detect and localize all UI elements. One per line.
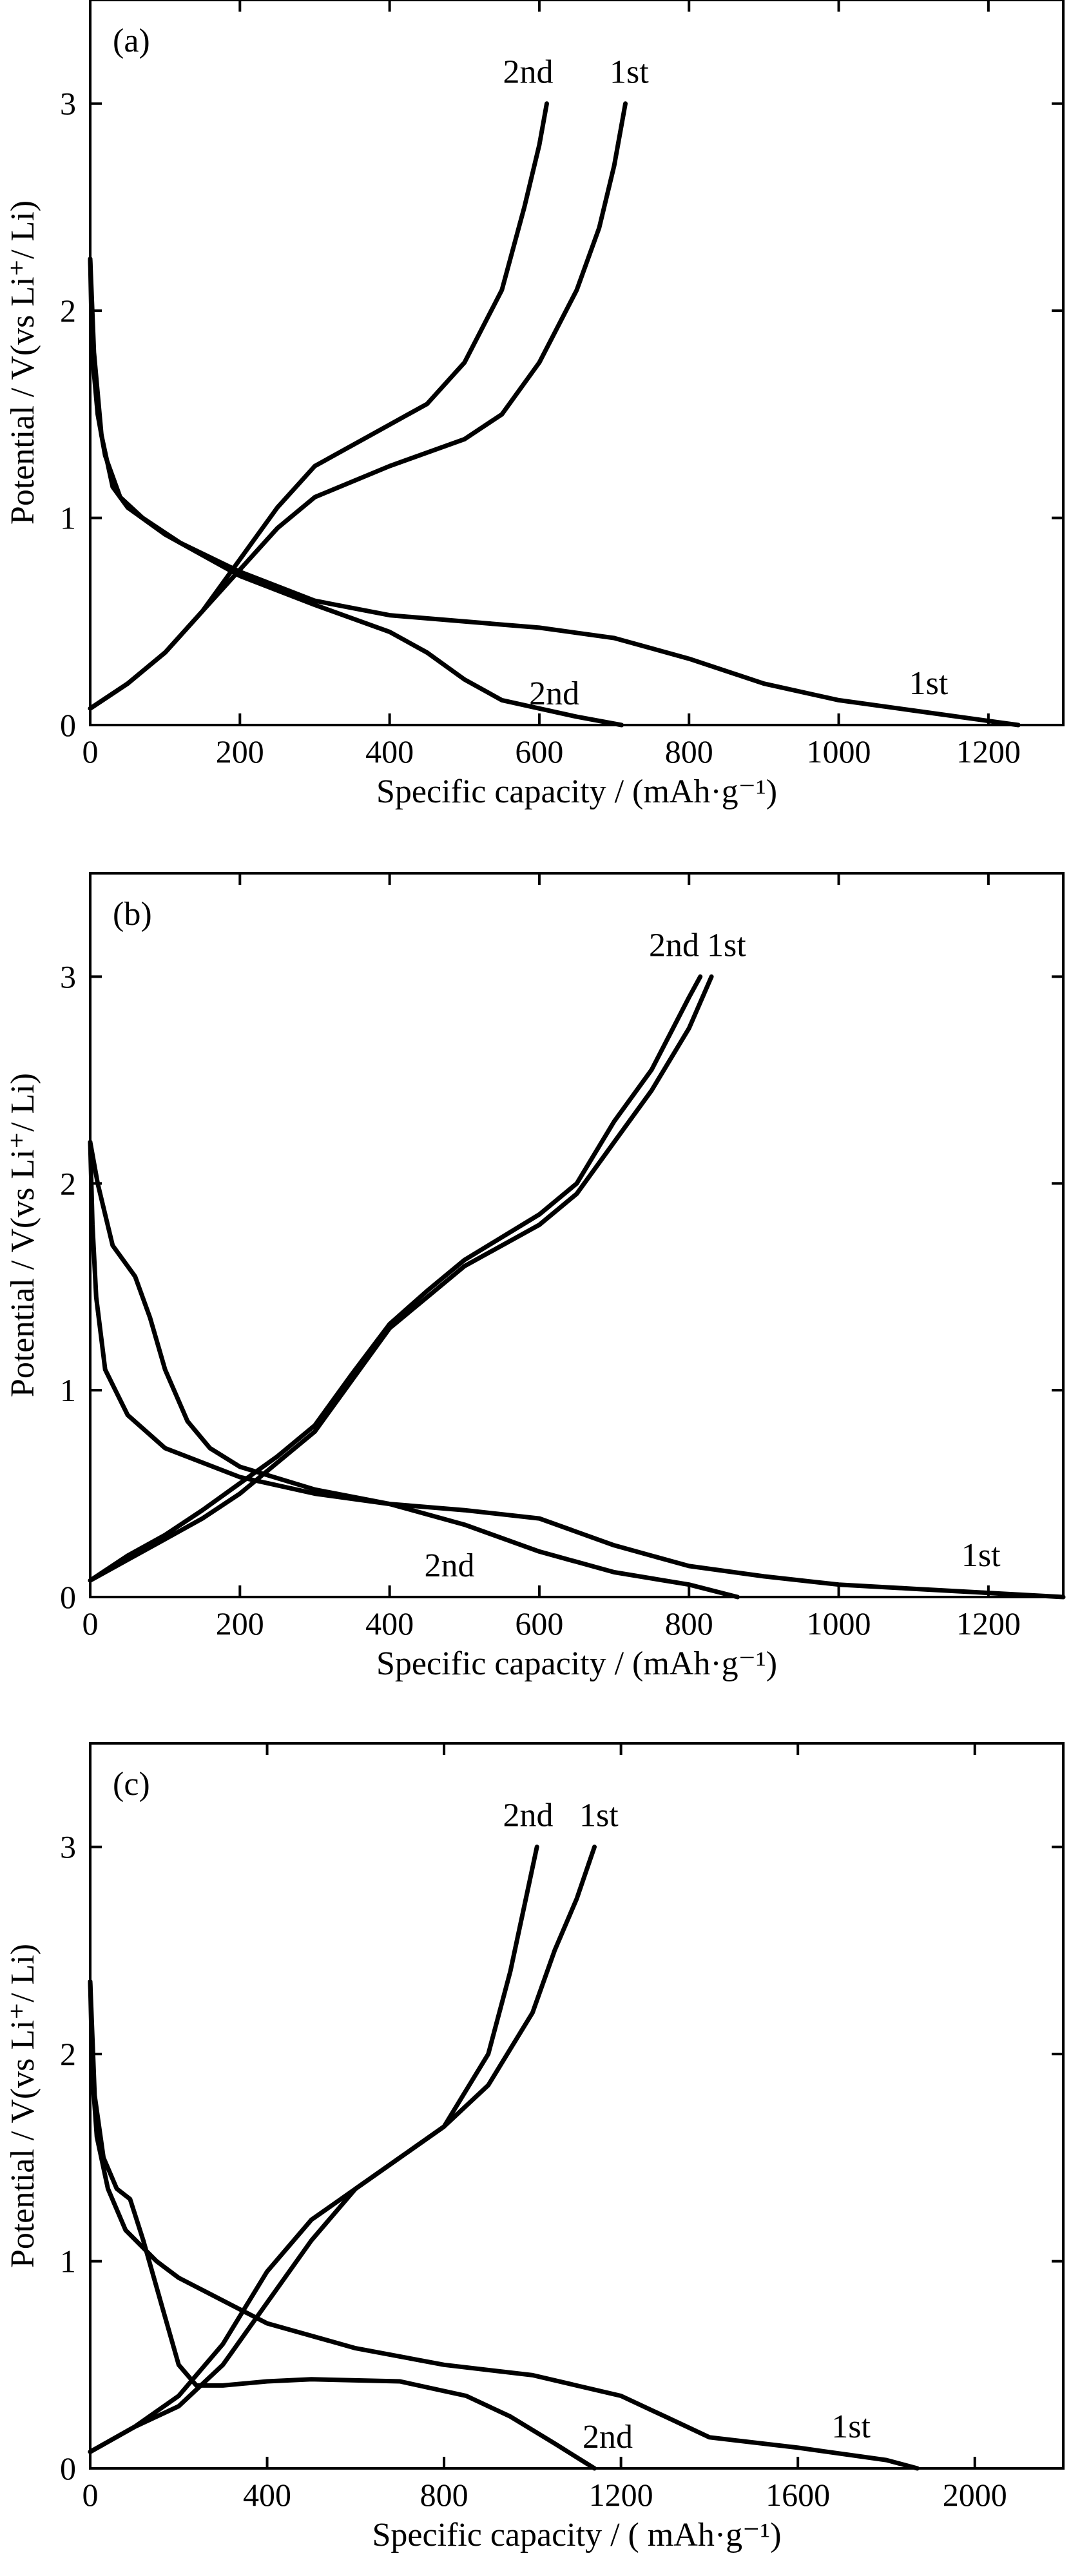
x-axis-title: Specific capacity / ( mAh·g⁻¹) <box>372 2517 781 2553</box>
x-tick-label: 1000 <box>807 1605 871 1641</box>
series-label-1st: 1st <box>707 927 746 964</box>
panel-label: (c) <box>113 1766 150 1803</box>
y-tick-label: 1 <box>60 500 76 536</box>
series-label-2nd: 2nd <box>583 2419 633 2455</box>
x-tick-label: 600 <box>515 1605 563 1641</box>
y-tick-label: 1 <box>60 2243 76 2280</box>
y-axis-title: Potential / V(vs Li⁺/ Li) <box>5 1944 41 2268</box>
series-line-1st-1 <box>88 101 628 711</box>
y-tick-label: 0 <box>60 2450 76 2486</box>
y-tick-label: 2 <box>60 1165 76 1201</box>
x-tick-label: 0 <box>82 2477 99 2513</box>
x-tick-label: 1200 <box>956 733 1021 770</box>
series-label-1st: 1st <box>579 1797 619 1834</box>
x-tick-label: 400 <box>365 1605 414 1641</box>
series-line-2nd-3 <box>88 101 549 711</box>
x-tick-label: 2000 <box>943 2477 1007 2513</box>
series-line-2nd-2 <box>88 257 624 728</box>
y-tick-label: 1 <box>60 1372 76 1408</box>
x-tick-label: 1000 <box>807 733 871 770</box>
y-tick-label: 3 <box>60 958 76 994</box>
chart-panel-c: 0 400 800 1200 1600 2000 0 1 2 3 Specific capacity… <box>5 1742 1065 2553</box>
panel-label: (b) <box>113 896 152 933</box>
plot-frame <box>89 0 1065 726</box>
x-tick-label: 0 <box>82 733 99 770</box>
y-tick-label: 0 <box>60 707 76 743</box>
y-axis-title: Potential / V(vs Li⁺/ Li) <box>5 200 41 525</box>
x-tick-label: 1200 <box>956 1605 1021 1641</box>
x-tick-label: 0 <box>82 1605 99 1641</box>
x-tick-label: 400 <box>365 733 414 770</box>
series-label-2nd: 2nd <box>649 927 699 964</box>
series-label-1st: 1st <box>831 2408 871 2445</box>
series-label-2nd: 2nd <box>529 675 579 712</box>
series-label-1st: 1st <box>909 665 949 702</box>
series-label-1st: 1st <box>610 54 649 91</box>
series-line-1st-1 <box>88 974 714 1583</box>
x-tick-label: 1200 <box>589 2477 653 2513</box>
series-line-1st-0 <box>88 1979 920 2471</box>
series-line-2nd-3 <box>88 974 703 1583</box>
x-tick-label: 1600 <box>766 2477 830 2513</box>
x-tick-label: 800 <box>665 733 713 770</box>
x-tick-label: 200 <box>216 733 264 770</box>
y-tick-label: 2 <box>60 2036 76 2072</box>
series-label-2nd: 2nd <box>503 1797 554 1834</box>
x-tick-label: 400 <box>243 2477 291 2513</box>
series-line-2nd-3 <box>88 1845 539 2454</box>
series-label-2nd: 2nd <box>503 54 554 91</box>
x-tick-label: 200 <box>216 1605 264 1641</box>
plot-frame <box>89 1742 1065 2470</box>
series-line-2nd-2 <box>88 1139 740 1600</box>
series-label-2nd: 2nd <box>425 1547 475 1584</box>
series-line-2nd-2 <box>88 1979 597 2471</box>
x-axis-title: Specific capacity / (mAh·g⁻¹) <box>376 773 777 810</box>
x-tick-label: 800 <box>665 1605 713 1641</box>
y-tick-label: 0 <box>60 1579 76 1615</box>
y-tick-label: 3 <box>60 1829 76 1865</box>
y-axis-title: Potential / V(vs Li⁺/ Li) <box>5 1073 41 1397</box>
x-tick-label: 800 <box>420 2477 468 2513</box>
x-tick-label: 600 <box>515 733 563 770</box>
chart-panel-b: 0 200 400 600 800 1000 1200 0 1 2 3 Specific capaci… <box>5 872 1066 1682</box>
series-label-1st: 1st <box>961 1537 1001 1574</box>
y-tick-label: 2 <box>60 293 76 329</box>
x-axis-title: Specific capacity / (mAh·g⁻¹) <box>376 1645 777 1682</box>
panel-label: (a) <box>113 23 150 59</box>
series-line-1st-0 <box>88 1139 1066 1600</box>
plot-frame <box>89 872 1065 1598</box>
y-tick-label: 3 <box>60 86 76 122</box>
chart-panel-a: 0 200 400 600 800 1000 1200 0 1 2 3 Specific capaci… <box>5 0 1065 810</box>
